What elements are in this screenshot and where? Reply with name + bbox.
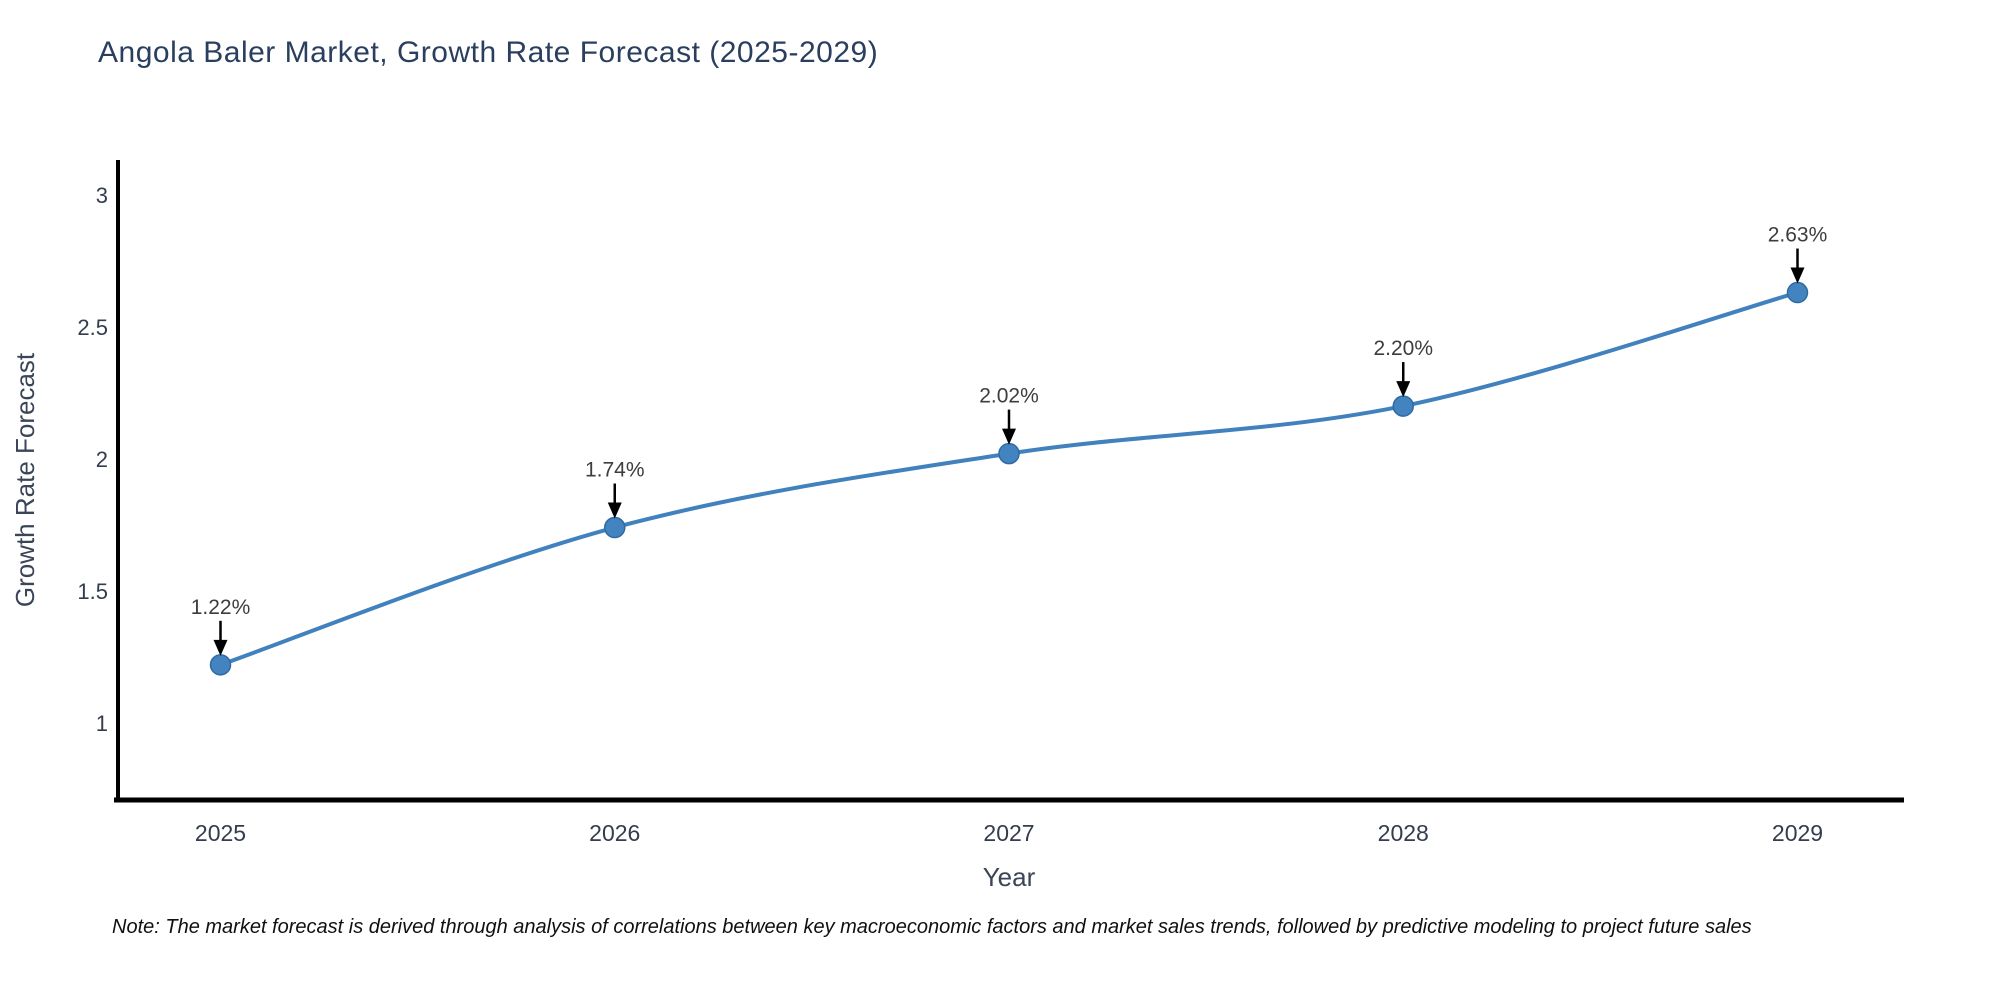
y-tick-label-2: 2 xyxy=(96,447,108,472)
data-label-2029: 2.63% xyxy=(1768,224,1828,247)
x-axis-title: Year xyxy=(983,862,1036,892)
data-label-2027: 2.02% xyxy=(979,385,1039,408)
x-tick-label-2029: 2029 xyxy=(1772,820,1823,846)
data-point-2029 xyxy=(1786,281,1809,304)
annotation-arrow-head xyxy=(607,502,622,519)
annotation-arrow-head xyxy=(1396,381,1411,398)
y-tick-label-1: 1 xyxy=(96,711,108,736)
data-label-2028: 2.20% xyxy=(1373,337,1433,360)
y-tick-label-1.5: 1.5 xyxy=(77,579,108,604)
data-point-2027 xyxy=(998,442,1020,465)
y-tick-label-2.5: 2.5 xyxy=(77,315,108,340)
annotation-arrow-head xyxy=(213,639,228,656)
annotation-arrow-head xyxy=(1790,267,1805,284)
data-point-2026 xyxy=(604,516,626,539)
x-tick-label-2026: 2026 xyxy=(589,820,640,846)
data-point-2028 xyxy=(1392,395,1414,417)
x-tick-label-2025: 2025 xyxy=(195,820,246,846)
data-label-2025: 1.22% xyxy=(191,596,251,619)
data-point-2025 xyxy=(209,654,232,676)
chart-title: Angola Baler Market, Growth Rate Forecas… xyxy=(98,36,879,69)
footnote: Note: The market forecast is derived thr… xyxy=(112,916,1752,938)
x-tick-label-2027: 2027 xyxy=(983,820,1034,846)
y-axis-title: Growth Rate Forecast xyxy=(10,352,40,607)
data-label-2026: 1.74% xyxy=(585,459,645,482)
y-tick-label-3: 3 xyxy=(96,183,108,208)
annotation-arrow-head xyxy=(1002,428,1016,445)
forecast-line xyxy=(218,290,1800,667)
x-tick-label-2028: 2028 xyxy=(1378,820,1429,846)
